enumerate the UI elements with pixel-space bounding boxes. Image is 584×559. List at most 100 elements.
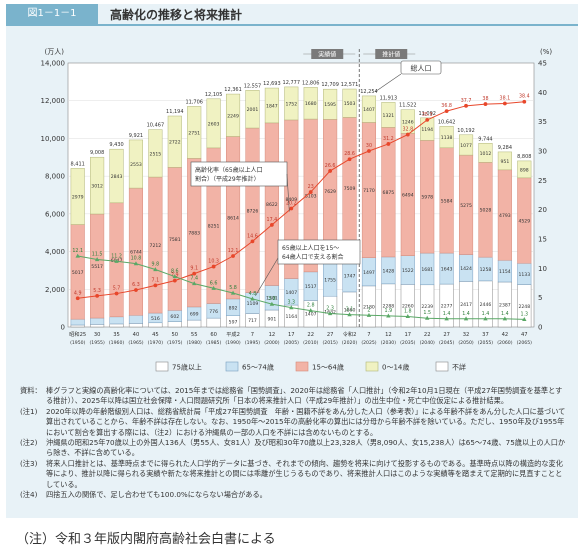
bar-value-label: 2001 [247,107,259,113]
bar-value-label: 1517 [305,284,317,290]
y2-tick-label: 25 [538,177,547,185]
bar-segment [167,321,182,328]
ratio-label: 7.1 [152,277,160,283]
support-label: 3.9 [268,296,276,302]
callout-ratio-leader [286,173,290,212]
note-key: (注4) [20,490,38,500]
total-label: 8,808 [517,154,531,160]
x-tick-year: (1970) [148,340,163,346]
x-tick-year: (2030) [381,340,396,346]
y2-tick-label: 30 [538,148,547,156]
support-line [77,255,525,320]
x-tick-era: 22 [307,332,314,338]
x-tick-year: (1980) [187,340,202,346]
bar-segment [90,324,105,328]
bar-value-label: 2751 [188,130,200,136]
support-label: 11.2 [111,253,122,259]
bar-value-label: 2553 [130,162,142,168]
ratio-label: 4.9 [74,290,82,296]
total-label: 12,777 [283,80,301,86]
bar-value-label: 4793 [499,213,511,219]
support-point [308,308,313,313]
support-label: 3.3 [287,300,295,306]
total-label: 11,194 [166,109,184,115]
bar-value-label: 2180 [363,304,375,310]
support-point [250,296,255,301]
x-tick-era: 27 [327,332,334,338]
ratio-point [153,283,158,288]
bar-segment [109,316,124,325]
note-key: 資料： [20,386,42,395]
support-point [153,267,158,272]
bar-value-label: 1428 [383,268,395,274]
support-point [289,305,294,310]
bar-value-label: 6875 [383,190,395,196]
y2-tick-label: 10 [538,265,547,273]
y-tick-label: 12,000 [41,97,66,105]
bar-value-label: 1595 [324,102,336,108]
y-tick-label: 10,000 [41,135,66,143]
bar-value-label: 1407 [305,312,317,318]
x-tick-year: (2060) [497,340,512,346]
ratio-label: 28.6 [344,151,355,157]
bar-segment [439,126,454,149]
notes: 資料： 棒グラフと実線の高齢化率については、2015年までは総務省「国勢調査」、2… [20,386,566,500]
ratio-point [444,109,449,114]
x-tick-year: (1985) [206,340,221,346]
support-label: 9.8 [152,262,160,268]
callout-support-box [277,239,361,265]
bar-value-label: 1407 [363,107,375,113]
bar-value-label: 776 [209,309,218,315]
x-tick-year: (1950) [70,340,85,346]
support-label: 1.3 [520,311,528,317]
x-tick-year: (2000) [264,340,279,346]
total-label: 12,693 [263,81,281,87]
ratio-point [250,239,255,244]
total-label: 9,284 [498,145,512,151]
support-point [211,285,216,290]
ratio-label: 14.6 [247,233,258,239]
bar-value-label: 1138 [441,135,453,141]
support-label: 5.8 [229,285,237,291]
bar-value-label: 1109 [247,301,259,307]
x-tick-era: 47 [521,332,528,338]
ratio-label: 35.3 [422,112,433,118]
ratio-label: 17.4 [267,217,278,223]
bar-value-label: 2260 [402,304,414,310]
bar-value-label: 1497 [363,270,375,276]
note-text: 棒グラフと実線の高齢化率については、2015年までは総務省「国勢調査」、2020… [46,386,563,406]
note-item: (注1) 2020年以降の年齢階級別人口は、総務省統計局「平成27年国勢調査 年齢… [20,407,566,438]
note-item: (注3) 将来人口推計とは、基準時点までに得られた人口学的データに基づき、それまで… [20,459,566,490]
bar-segment [206,317,221,328]
ratio-label: 37.7 [461,98,472,104]
support-label: 1.4 [482,311,490,317]
legend-label: 75歳以上 [172,363,202,372]
bar-value-label: 2387 [499,302,511,308]
total-label: 12,571 [341,82,359,88]
total-label: 12,254 [360,89,378,95]
x-tick-era: 60 [210,332,217,338]
bar-segment [264,87,279,124]
bar-value-label: 8103 [305,193,317,199]
projected-label: 推計値 [382,51,400,59]
ratio-point [425,118,430,122]
note-text: 沖縄県の昭和25年70歳以上の外国人136人（男55人、女81人）及び昭和30年… [46,438,566,458]
bar-value-label: 8409 [285,197,297,203]
ratio-point [134,288,138,292]
bar-value-label: 1194 [421,127,433,133]
ratio-label: 36.8 [441,103,452,109]
x-tick-era: 7 [251,332,254,338]
y-tick-label: 0 [61,324,65,332]
legend-label: 15～64歳 [312,363,344,372]
bar-value-label: 5517 [91,264,103,270]
ratio-point [386,142,391,146]
x-tick-era: 37 [482,332,489,338]
bar-segment [109,148,124,204]
population-chart: (万人) (%) 0 2,000 4,000 6,000 8,000 10,000 12,000… [41,48,553,372]
x-tick-year: (2010) [303,340,318,346]
x-tick-era: 45 [152,332,159,338]
ratio-point [114,291,119,296]
bar-value-label: 2515 [150,151,162,157]
bar-segment [225,93,241,137]
bar-value-label: 2603 [208,121,220,127]
